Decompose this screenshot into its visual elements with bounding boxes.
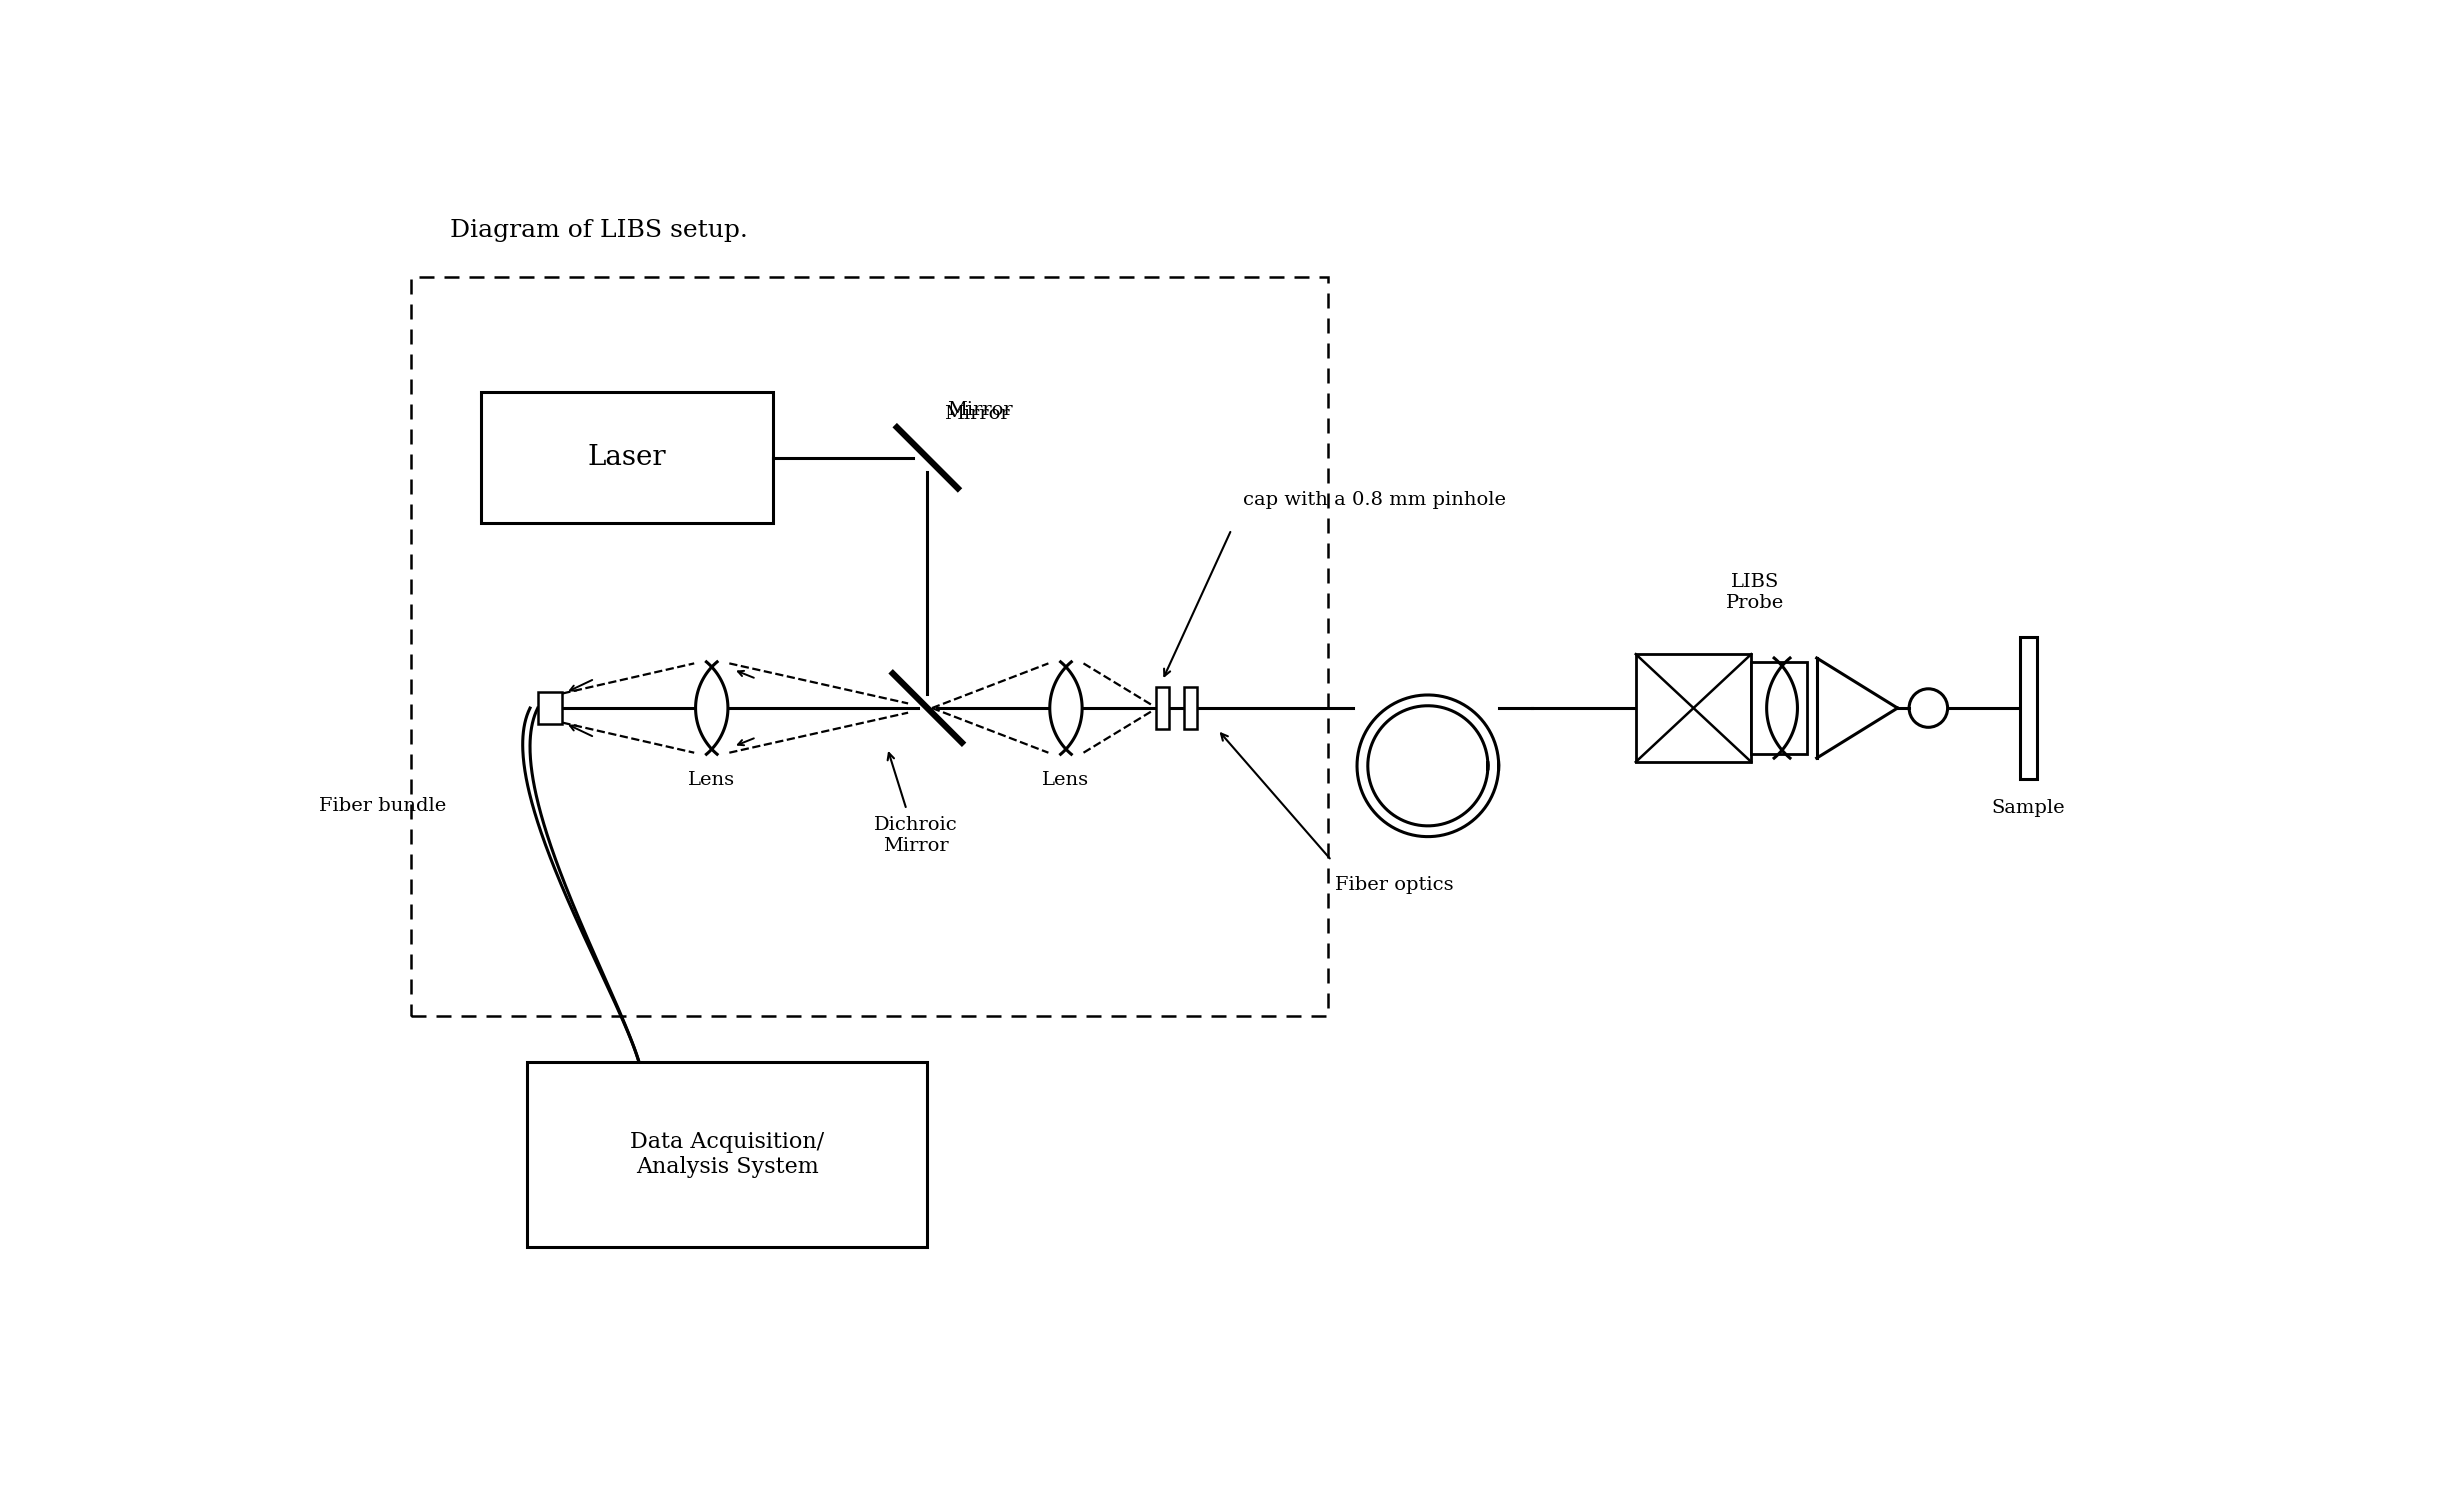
Text: LIBS
Probe: LIBS Probe	[1726, 573, 1785, 613]
Text: Sample: Sample	[1993, 799, 2066, 817]
Bar	[481, 393, 774, 524]
Text: Fiber optics: Fiber optics	[1336, 876, 1453, 894]
Bar	[1751, 662, 1807, 754]
Bar	[527, 1063, 928, 1248]
Text: Mirror: Mirror	[945, 405, 1011, 423]
Bar	[537, 692, 562, 724]
Text: Mirror: Mirror	[947, 402, 1013, 420]
Bar	[410, 277, 1328, 1016]
Bar	[1184, 686, 1197, 730]
Text: Lens: Lens	[1043, 771, 1089, 789]
Text: Data Acquisition/
Analysis System: Data Acquisition/ Analysis System	[630, 1130, 825, 1178]
Bar	[2020, 637, 2037, 780]
Bar	[1636, 655, 1751, 762]
Text: Dichroic
Mirror: Dichroic Mirror	[874, 816, 957, 855]
Bar	[1155, 686, 1170, 730]
Text: Laser: Laser	[589, 444, 667, 471]
Text: cap with a 0.8 mm pinhole: cap with a 0.8 mm pinhole	[1243, 491, 1507, 509]
Text: Fiber bundle: Fiber bundle	[320, 796, 447, 814]
Text: Diagram of LIBS setup.: Diagram of LIBS setup.	[449, 220, 747, 242]
Text: Lens: Lens	[689, 771, 735, 789]
